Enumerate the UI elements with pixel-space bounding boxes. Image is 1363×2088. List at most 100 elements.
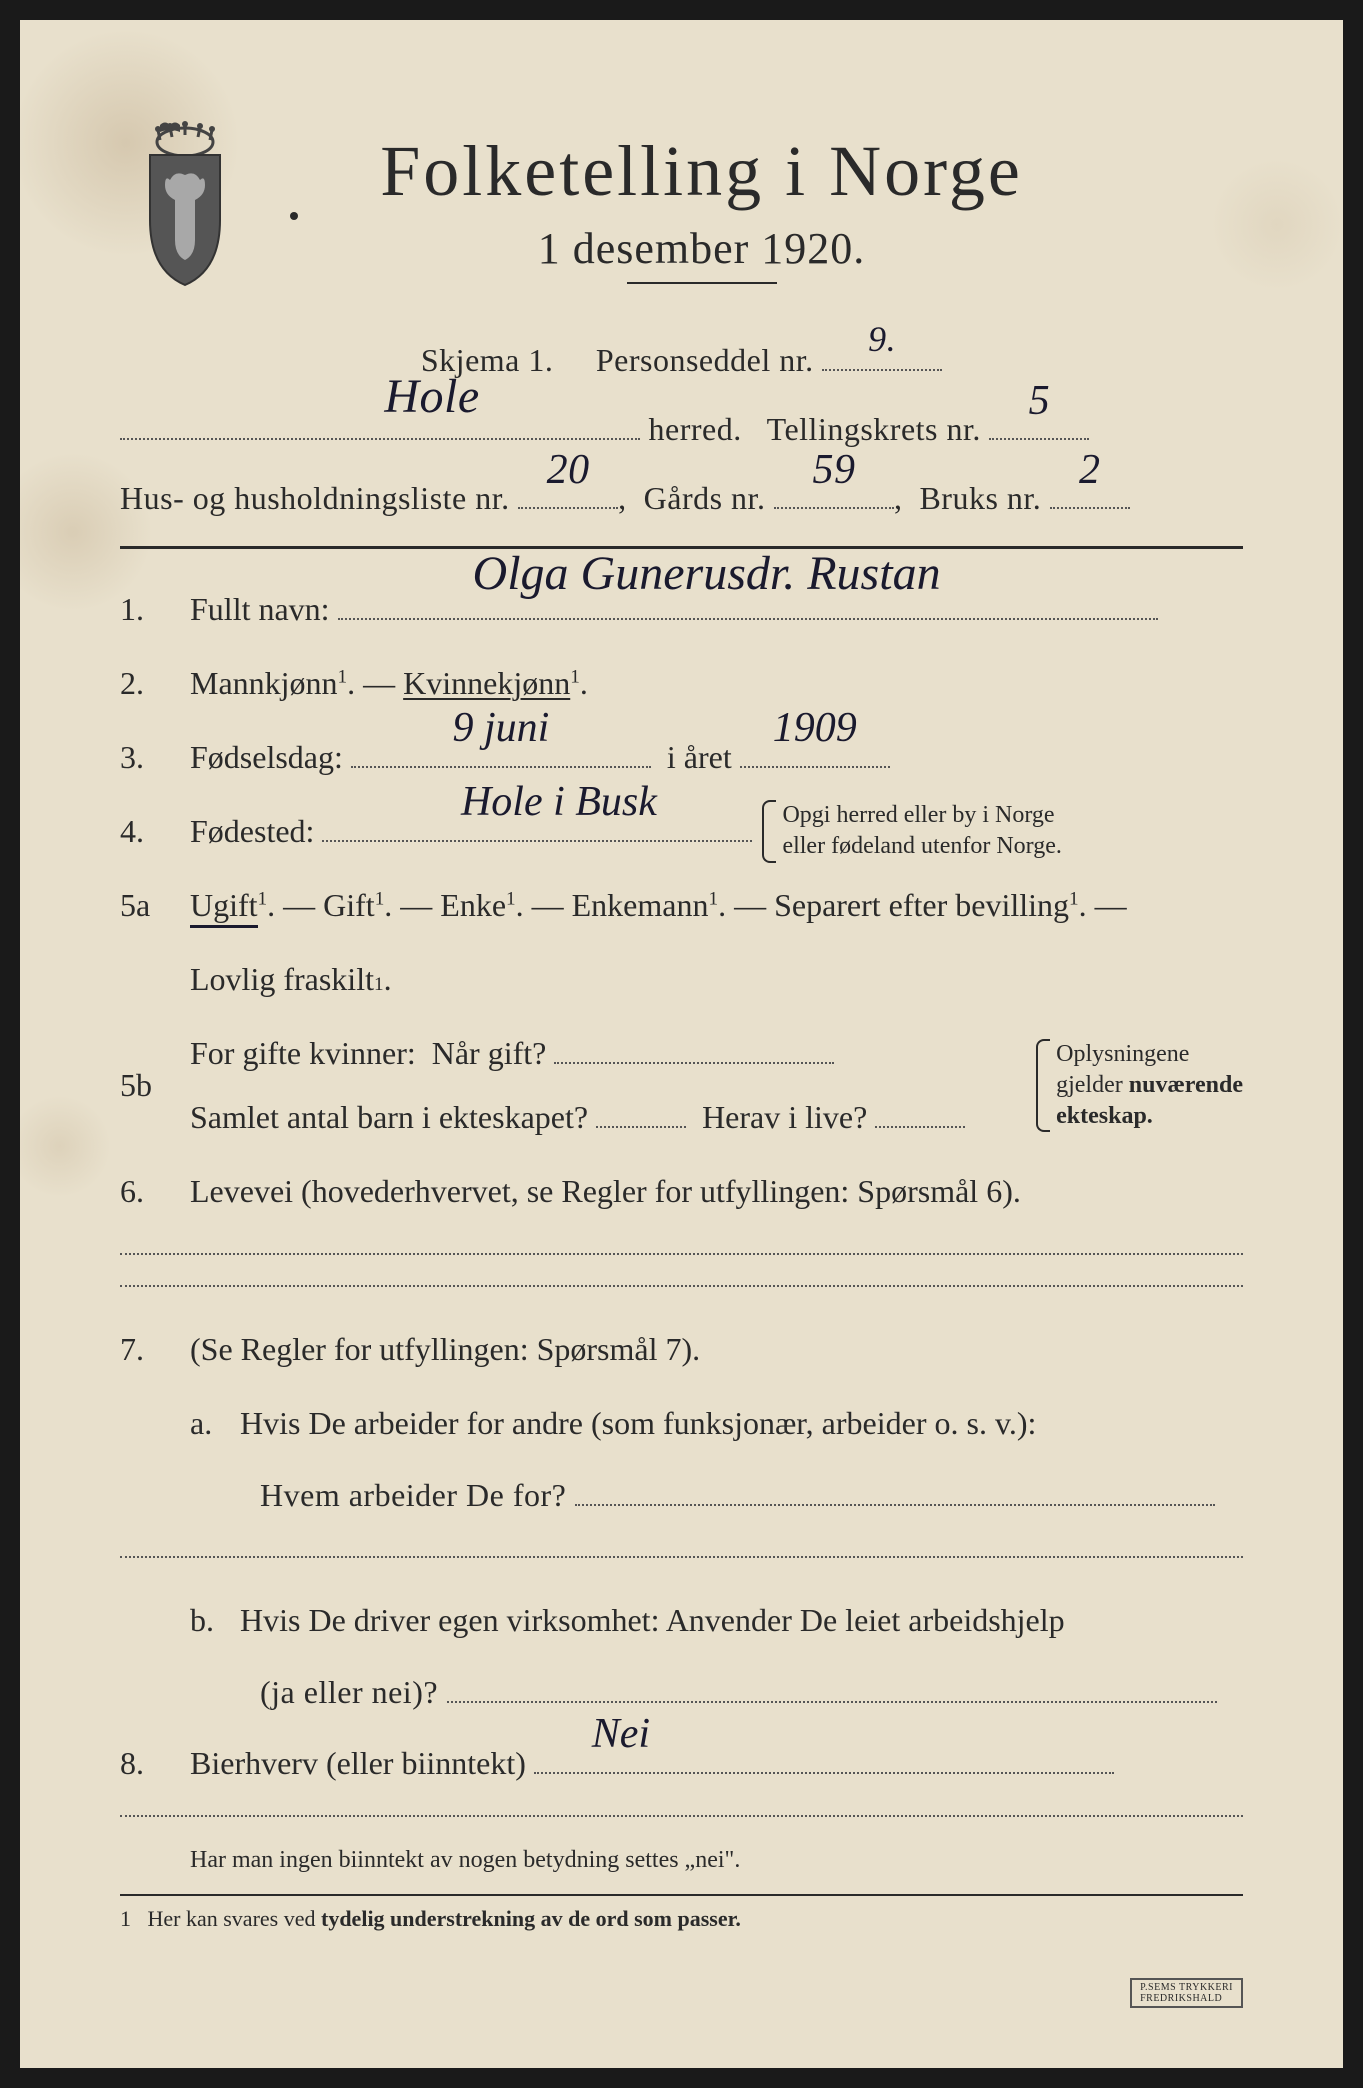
q7a-num: a. [190,1391,240,1455]
q1-field: Olga Gunerusdr. Rustan [338,582,1158,620]
q5a-gift: Gift [323,887,375,923]
q6-num: 6. [120,1159,190,1223]
printer-stamp: P.SEMS TRYKKERIFREDRIKSHALD [1130,1978,1243,2008]
question-7a: a. Hvis De arbeider for andre (som funks… [190,1391,1243,1455]
question-5a: 5a Ugift1. — Gift1. — Enke1. — Enkemann1… [120,873,1243,937]
footer-note: Har man ingen biinntekt av nogen betydni… [190,1847,1243,1874]
question-7b: b. Hvis De driver egen virksomhet: Anven… [190,1588,1243,1652]
q7-num: 7. [120,1317,190,1381]
herred-value: Hole [384,351,479,442]
q5b-gifte-label: For gifte kvinner: [190,1035,416,1071]
q5b-nargift: Når gift? [432,1035,547,1071]
q5a-ugift: Ugift [190,887,258,928]
question-8: 8. Bierhverv (eller biinntekt) Nei [120,1731,1243,1795]
bruks-value: 2 [1079,431,1101,511]
bruks-field: 2 [1050,470,1130,508]
q1-label: Fullt navn: [190,591,330,627]
crest-svg [120,120,250,290]
question-7: 7. (Se Regler for utfyllingen: Spørsmål … [120,1317,1243,1381]
q8-field: Nei [534,1736,1114,1774]
q8-value: Nei [592,1692,650,1776]
q3-year-value: 1909 [773,686,857,770]
q7b-num: b. [190,1588,240,1652]
q7b-l1: Hvis De driver egen virksomhet: Anvender… [240,1588,1243,1652]
personseddel-field: 9. [822,333,942,371]
q5a-num: 5a [120,873,190,937]
personseddel-label: Personseddel nr. [596,342,814,378]
header: Folketelling i Norge 1 desember 1920. [120,130,1243,290]
tellingskrets-value: 5 [1029,362,1051,442]
q5b-barn: Samlet antal barn i ekteskapet? [190,1099,588,1135]
q4-label: Fødested: [190,813,314,849]
q7-label: (Se Regler for utfyllingen: Spørsmål 7). [190,1317,1243,1381]
q4-value: Hole i Busk [461,760,657,844]
q7b-field [447,1665,1217,1703]
q4-note-l1: Opgi herred eller by i Norge [782,802,1054,828]
question-6: 6. Levevei (hovederhvervet, se Regler fo… [120,1159,1243,1223]
question-7a-l2: Hvem arbeider De for? [260,1465,1243,1526]
q7a-l2: Hvem arbeider De for? [260,1477,566,1513]
q7a-line [120,1556,1243,1558]
q5a-enkemann: Enkemann [572,887,709,923]
q5b-num: 5b [120,1053,190,1117]
q5a-fraskilt: Lovlig fraskilt [190,947,374,1011]
q7a-l1: Hvis De arbeider for andre (som funksjon… [240,1391,1243,1455]
subtitle-underline [627,282,777,284]
question-2: 2. Mannkjønn1. — Kvinnekjønn1. [120,651,1243,715]
husholdning-label: Hus- og husholdningsliste nr. [120,480,510,516]
q4-note-l2: eller fødeland utenfor Norge. [782,833,1061,859]
q3-day-value: 9 juni [452,686,549,770]
q7a-field [575,1468,1215,1506]
question-5a-cont: Lovlig fraskilt1. [190,947,1243,1011]
personseddel-value: 9. [868,305,896,373]
question-4: 4. Fødested: Hole i Busk Opgi herred ell… [120,799,1243,863]
gards-label: Gårds nr. [644,480,766,516]
q6-line-1 [120,1253,1243,1255]
q4-num: 4. [120,799,190,863]
main-title: Folketelling i Norge [290,130,1113,213]
census-form-page: Folketelling i Norge 1 desember 1920. Sk… [20,20,1343,2068]
question-7b-l2: (ja eller nei)? [260,1662,1243,1723]
q4-note: Opgi herred eller by i Norge eller fødel… [762,800,1061,862]
q2-num: 2. [120,651,190,715]
husholdning-field: 20 [518,470,618,508]
q5b-herav-field [875,1090,965,1128]
title-block: Folketelling i Norge 1 desember 1920. [290,130,1243,284]
q2-mann: Mannkjønn [190,665,338,701]
q3-year-field: 1909 [740,730,890,768]
q7b-l2: (ja eller nei)? [260,1674,438,1710]
question-1: 1. Fullt navn: Olga Gunerusdr. Rustan [120,577,1243,641]
tellingskrets-label: Tellingskrets nr. [767,411,981,447]
subtitle: 1 desember 1920. [538,223,866,274]
coat-of-arms-icon [120,120,250,290]
q4-field: Hole i Busk [322,804,752,842]
q5b-note: Oplysningene gjelder nuværende ekteskap. [1036,1039,1243,1133]
q8-line [120,1815,1243,1817]
q6-line-2 [120,1285,1243,1287]
q5b-barn-field [596,1090,686,1128]
form-header-line-2: Hole herred. Tellingskrets nr. 5 [120,399,1243,460]
q5b-nargift-field [554,1026,834,1064]
form-header-line-1: Skjema 1. Personseddel nr. 9. [120,330,1243,391]
question-5b: 5b For gifte kvinner: Når gift? Samlet a… [120,1021,1243,1149]
footnote: 1 Her kan svares ved tydelig understrekn… [120,1894,1243,1932]
q1-num: 1. [120,577,190,641]
footnote-num: 1 [120,1906,131,1931]
q3-year-label: i året [667,739,732,775]
stain-dot [290,212,298,220]
q8-label: Bierhverv (eller biinntekt) [190,1745,526,1781]
q6-label: Levevei (hovederhvervet, se Regler for u… [190,1159,1243,1223]
gards-field: 59 [774,470,894,508]
tellingskrets-field: 5 [989,401,1089,439]
q5b-herav: Herav i live? [702,1099,867,1135]
husholdning-value: 20 [547,431,590,511]
q5b-note-l1: Oplysningene [1056,1041,1189,1067]
bruks-label: Bruks nr. [919,480,1041,516]
q5a-enke: Enke [440,887,506,923]
q5b-note-l3: ekteskap. [1056,1103,1153,1129]
herred-label: herred. [649,411,742,447]
question-3: 3. Fødselsdag: 9 juni i året 1909 [120,725,1243,789]
q3-num: 3. [120,725,190,789]
q1-value: Olga Gunerusdr. Rustan [473,526,941,622]
q3-label: Fødselsdag: [190,739,343,775]
